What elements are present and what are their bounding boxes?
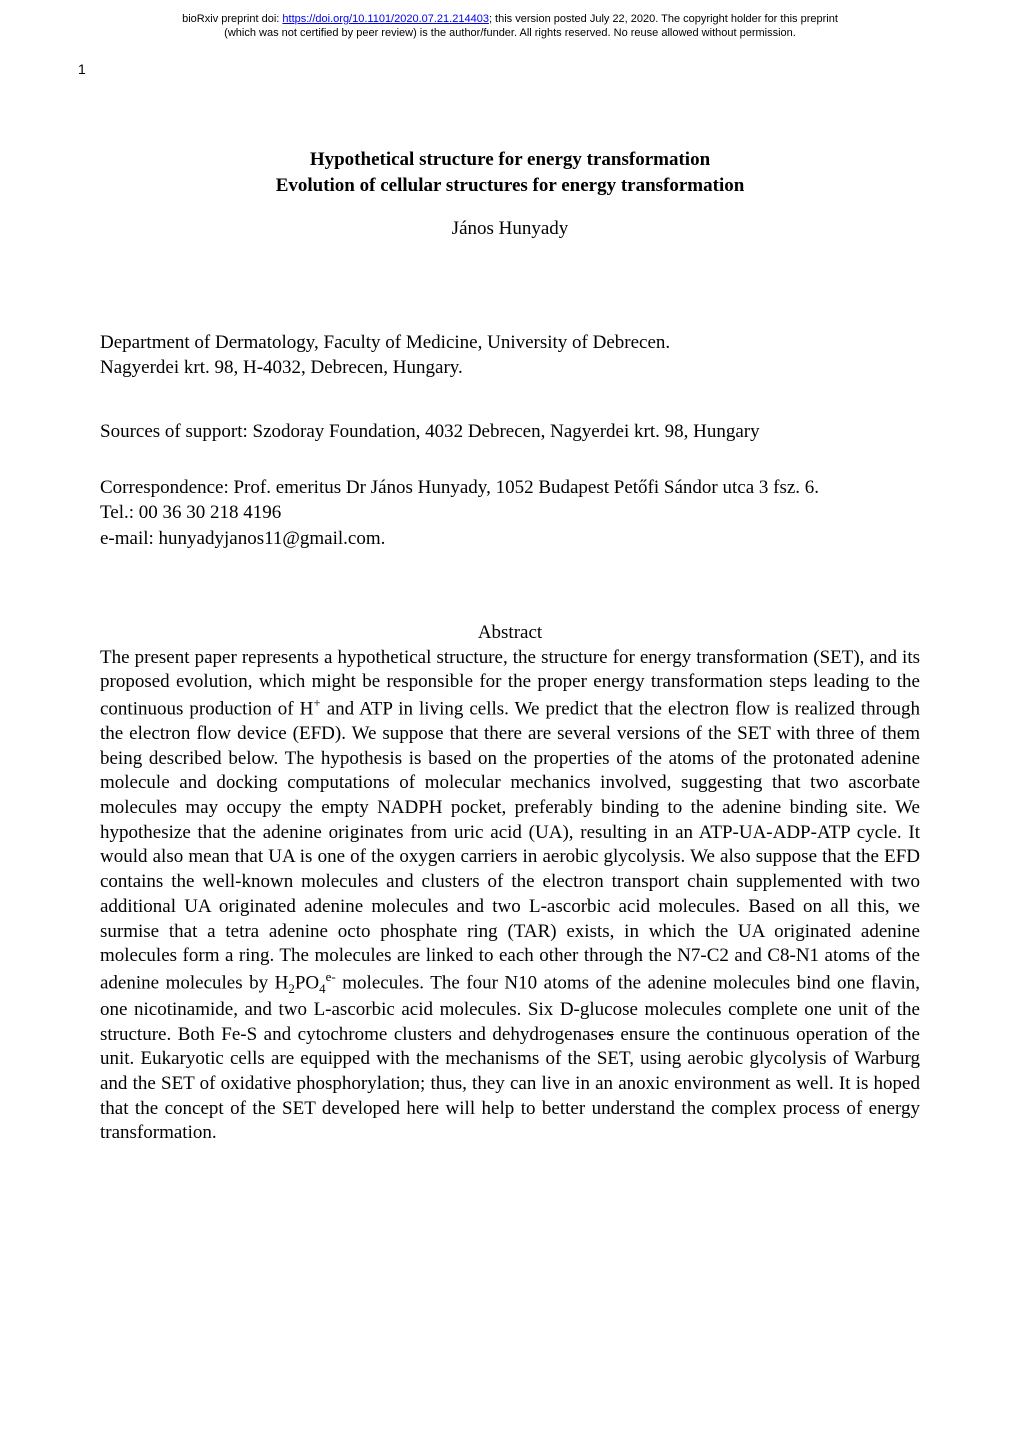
correspondence-line2: Tel.: 00 36 30 218 4196 (100, 500, 920, 526)
correspondence-line3: e-mail: hunyadyjanos11@gmail.com. (100, 526, 920, 552)
preprint-line1-suffix: ; this version posted July 22, 2020. The… (489, 13, 838, 25)
title-line2: Evolution of cellular structures for ene… (100, 173, 920, 200)
title-line1: Hypothetical structure for energy transf… (100, 147, 920, 174)
correspondence-block: Correspondence: Prof. emeritus Dr János … (100, 475, 920, 552)
strike-s: s (606, 1024, 613, 1045)
content-area: Hypothetical structure for energy transf… (0, 77, 1020, 1146)
author-name: János Hunyady (100, 218, 920, 240)
title-block: Hypothetical structure for energy transf… (100, 147, 920, 200)
abstract-text-2: and ATP in living cells. We predict that… (100, 698, 920, 993)
affiliation-block: Department of Dermatology, Faculty of Me… (100, 330, 920, 381)
correspondence-line1: Correspondence: Prof. emeritus Dr János … (100, 475, 920, 501)
doi-link[interactable]: https://doi.org/10.1101/2020.07.21.21440… (282, 13, 489, 25)
preprint-header: bioRxiv preprint doi: https://doi.org/10… (0, 0, 1020, 45)
superscript-e: e- (326, 969, 336, 984)
preprint-line1-prefix: bioRxiv preprint doi: (182, 13, 282, 25)
affiliation-line1: Department of Dermatology, Faculty of Me… (100, 330, 920, 356)
abstract-text-3: PO (295, 972, 319, 993)
preprint-line2: (which was not certified by peer review)… (224, 27, 796, 39)
abstract-title: Abstract (100, 622, 920, 644)
abstract-body: The present paper represents a hypotheti… (100, 646, 920, 1146)
affiliation-line2: Nagyerdei krt. 98, H-4032, Debrecen, Hun… (100, 355, 920, 381)
support-block: Sources of support: Szodoray Foundation,… (100, 419, 920, 445)
page-number: 1 (0, 45, 1020, 77)
superscript-plus: + (313, 695, 320, 710)
